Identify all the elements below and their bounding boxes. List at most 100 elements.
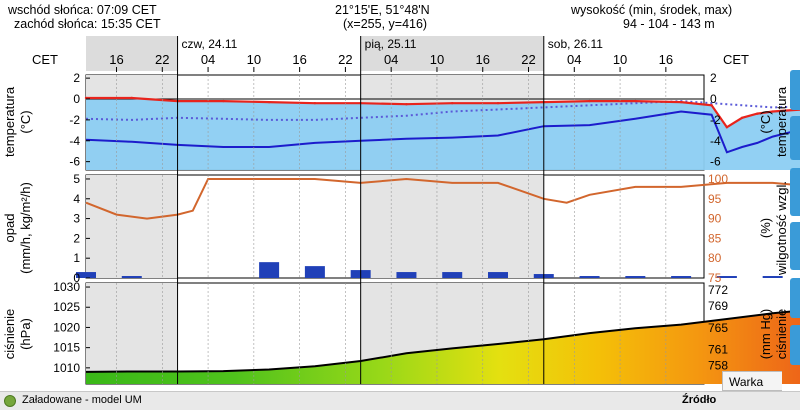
precip-tick-left: 1 <box>73 251 80 265</box>
temp-tick-left: -6 <box>69 155 80 169</box>
precipitation-bar <box>716 276 737 278</box>
day-band <box>360 36 544 71</box>
pressure-axis-title: ciśnienie <box>2 309 17 360</box>
side-tab-6[interactable] <box>790 325 800 365</box>
temp-tick-right: 0 <box>710 92 717 106</box>
precip-tick-left: 0 <box>73 271 80 285</box>
temp-tick-right: 2 <box>710 71 717 85</box>
day-shade <box>86 283 178 384</box>
precipitation-bar <box>762 276 783 278</box>
hour-label: 16 <box>476 52 490 67</box>
temperature-point <box>588 99 591 103</box>
precipitation-bar <box>442 272 463 278</box>
temperature-axis-unit-right: (°C) <box>758 110 773 133</box>
hour-label: 16 <box>109 52 123 67</box>
temperature-point <box>740 116 744 120</box>
precip-axis-title: opad <box>2 214 17 243</box>
precipitation-bar <box>76 272 96 278</box>
mmhg-axis-title: ciśnienie <box>774 309 789 360</box>
temperature-point <box>130 96 133 100</box>
pressure-tick-left: 1030 <box>53 280 80 294</box>
temperature-point <box>756 112 759 115</box>
precipitation-bar <box>121 276 142 278</box>
humidity-tick-right: 95 <box>708 192 722 206</box>
pressure-line <box>85 309 800 373</box>
sunrise-text: wschód słońca: 07:09 CET <box>8 3 157 17</box>
hour-label: 04 <box>201 52 215 67</box>
precipitation-bar <box>259 262 280 278</box>
temperature-axis-title: temperatura <box>2 86 17 157</box>
temperature-axis-title-right: temperatura <box>774 86 789 157</box>
timezone-right: CET <box>723 52 749 67</box>
altitude-values: 94 - 104 - 143 m <box>623 17 715 31</box>
day-shade <box>86 175 178 278</box>
temperature-point <box>725 125 729 129</box>
status-ok-icon <box>4 395 16 407</box>
humidity-axis-unit: (%) <box>758 218 773 238</box>
humidity-tick-right: 80 <box>708 251 722 265</box>
temperature-point <box>313 101 317 105</box>
temperature-fill <box>86 99 800 170</box>
humidity-tick-right: 100 <box>708 172 728 186</box>
humidity-tick-right: 75 <box>708 271 722 285</box>
precipitation-bar <box>671 276 692 278</box>
pressure-tick-left: 1020 <box>53 320 80 334</box>
mmhg-tick-right: 765 <box>708 321 728 335</box>
side-tab-5[interactable] <box>790 278 800 318</box>
location-tab-warka[interactable]: Warka <box>722 371 782 391</box>
temp-tick-left: 0 <box>73 92 80 106</box>
hour-label: 10 <box>247 52 261 67</box>
temperature-point <box>451 101 454 105</box>
temp-tick-right: -4 <box>710 134 721 148</box>
day-shade <box>360 175 544 278</box>
temp-tick-left: -4 <box>69 134 80 148</box>
grid-position-text: (x=255, y=416) <box>343 17 428 31</box>
temperature-point <box>405 103 408 106</box>
humidity-tick-right: 90 <box>708 212 722 226</box>
altitude-label: wysokość (min, środek, max) <box>571 3 733 17</box>
day-label: czw, 24.11 <box>182 37 238 51</box>
source-link[interactable]: Źródło <box>682 394 717 406</box>
temp-tick-left: 2 <box>73 71 80 85</box>
precip-tick-left: 5 <box>73 172 80 186</box>
hour-label: 10 <box>613 52 627 67</box>
temp-tick-left: -2 <box>69 113 80 127</box>
temperature-point <box>267 100 271 104</box>
side-tab-3[interactable] <box>790 168 800 216</box>
temp-tick-right: -2 <box>710 113 721 127</box>
hour-label: 16 <box>659 52 673 67</box>
hour-label: 04 <box>384 52 398 67</box>
precip-tick-left: 4 <box>73 192 80 206</box>
hour-label: 22 <box>155 52 169 67</box>
pressure-axis-unit: (hPa) <box>18 318 33 350</box>
day-label: sob, 26.11 <box>548 37 603 51</box>
temp-tick-right: -6 <box>710 155 721 169</box>
pressure-tick-left: 1015 <box>53 341 80 355</box>
mmhg-axis-unit: (mm Hg) <box>758 309 773 360</box>
mmhg-tick-right: 769 <box>708 299 728 313</box>
temperature-axis-unit: (°C) <box>18 110 33 133</box>
temperature-line <box>86 96 800 129</box>
coordinates-text: 21°15'E, 51°48'N <box>335 3 430 17</box>
pressure-tick-left: 1010 <box>53 361 80 375</box>
sunset-text: zachód słońca: 15:35 CET <box>14 17 161 31</box>
mmhg-tick-right: 758 <box>708 358 728 372</box>
pressure-tick-left: 1025 <box>53 300 80 314</box>
hour-label: 22 <box>521 52 535 67</box>
precipitation-bar <box>396 272 417 278</box>
hour-label: 22 <box>338 52 352 67</box>
day-label: pią, 25.11 <box>365 37 417 51</box>
precip-tick-left: 2 <box>73 231 80 245</box>
side-tab-2[interactable] <box>790 116 800 160</box>
hour-label: 10 <box>430 52 444 67</box>
humidity-tick-right: 85 <box>708 231 722 245</box>
temperature-point <box>710 104 713 107</box>
temperature-point <box>496 101 500 105</box>
humidity-line <box>85 177 800 220</box>
day-band <box>86 36 178 71</box>
side-tab-4[interactable] <box>790 222 800 270</box>
hour-label: 04 <box>567 52 581 67</box>
temperature-point <box>222 99 225 103</box>
side-tab-1[interactable] <box>790 70 800 110</box>
